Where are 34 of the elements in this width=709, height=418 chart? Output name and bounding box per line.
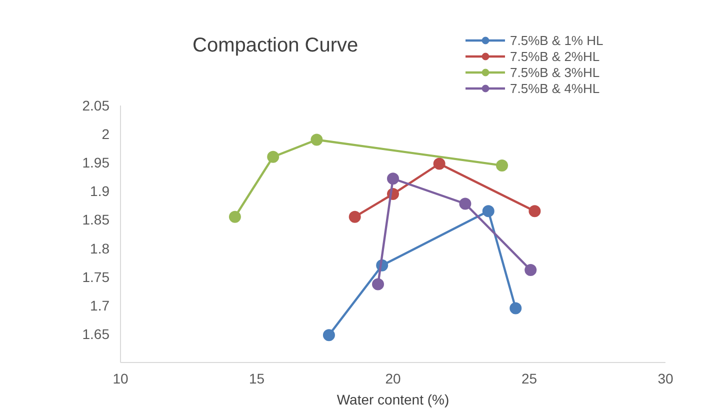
point [482,205,494,218]
legend-label: 7.5%B & 1% HL [510,32,604,48]
point [433,158,446,170]
point [348,210,361,223]
x-tick-label: 25 [521,370,538,386]
legend-label: 7.5%B & 3%HL [510,64,600,80]
point [528,205,541,218]
point [387,172,399,185]
point [496,159,508,172]
chart-title: Compaction Curve [192,34,358,56]
y-tick-label: 1.95 [82,154,110,171]
x-tick-label: 15 [248,370,265,386]
x-tick-label: 10 [112,370,128,386]
point [524,264,537,276]
y-tick-label: 1.65 [82,326,110,342]
y-tick-label: 1.85 [82,212,110,228]
y-tick-label: 1.9 [90,183,110,200]
legend-label: 7.5%B & 2%HL [510,48,600,64]
x-tick-label: 30 [658,370,674,386]
y-tick-label: 2 [102,126,110,142]
y-tick-label: 2.05 [82,98,110,114]
y-tick-label: 1.7 [90,297,110,314]
point [510,302,522,314]
x-tick-label: 20 [385,370,401,386]
point [310,134,323,146]
legend-label: 7.5%B & 4%HL [510,80,600,96]
point [228,210,241,223]
y-tick-label: 1.8 [90,240,110,256]
point [372,278,384,290]
point [459,198,472,210]
point [322,329,335,342]
x-axis-title: Water content (%) [336,392,450,408]
point [267,150,280,163]
y-tick-label: 1.75 [82,268,110,285]
